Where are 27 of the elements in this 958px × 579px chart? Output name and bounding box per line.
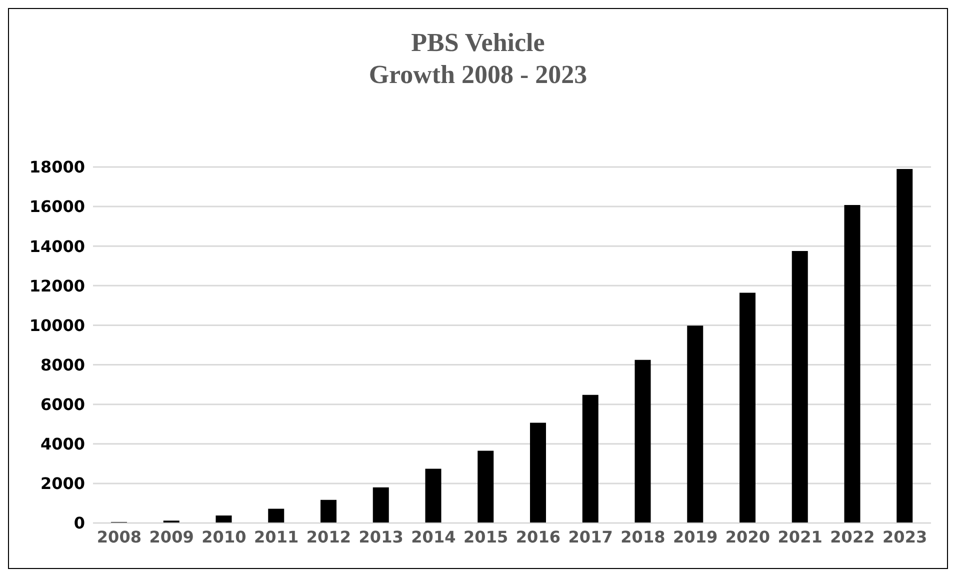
x-tick-label: 2009 — [149, 527, 194, 546]
y-tick-label: 0 — [74, 514, 85, 533]
x-tick-label: 2023 — [882, 527, 928, 546]
x-tick-label: 2008 — [96, 527, 142, 546]
y-tick-label: 18000 — [29, 158, 85, 177]
x-tick-label: 2019 — [673, 527, 718, 546]
x-tick-label: 2016 — [516, 527, 560, 546]
y-tick-label: 2000 — [40, 474, 85, 494]
y-tick-label: 4000 — [40, 434, 85, 454]
x-tick-label: 2014 — [411, 527, 456, 546]
x-tick-label: 2012 — [306, 527, 351, 546]
chart-title: PBS Vehicle Growth 2008 - 2023 — [368, 27, 588, 91]
x-tick-label: 2013 — [358, 527, 404, 546]
x-tick-label: 2020 — [725, 527, 770, 546]
y-tick-label: 6000 — [40, 395, 85, 414]
y-tick-label: 8000 — [40, 355, 85, 374]
y-tick-label: 12000 — [29, 276, 85, 296]
x-tick-label: 2010 — [202, 527, 246, 546]
y-tick-label: 16000 — [29, 197, 85, 216]
x-tick-label: 2021 — [778, 527, 822, 546]
y-tick-label: 14000 — [29, 236, 85, 256]
x-tick-label: 2018 — [620, 527, 666, 546]
x-tick-label: 2017 — [568, 527, 613, 546]
y-tick-label: 10000 — [29, 316, 85, 335]
x-tick-label: 2011 — [254, 527, 299, 546]
x-tick-label: 2015 — [464, 527, 508, 546]
x-tick-label: 2022 — [830, 527, 875, 546]
